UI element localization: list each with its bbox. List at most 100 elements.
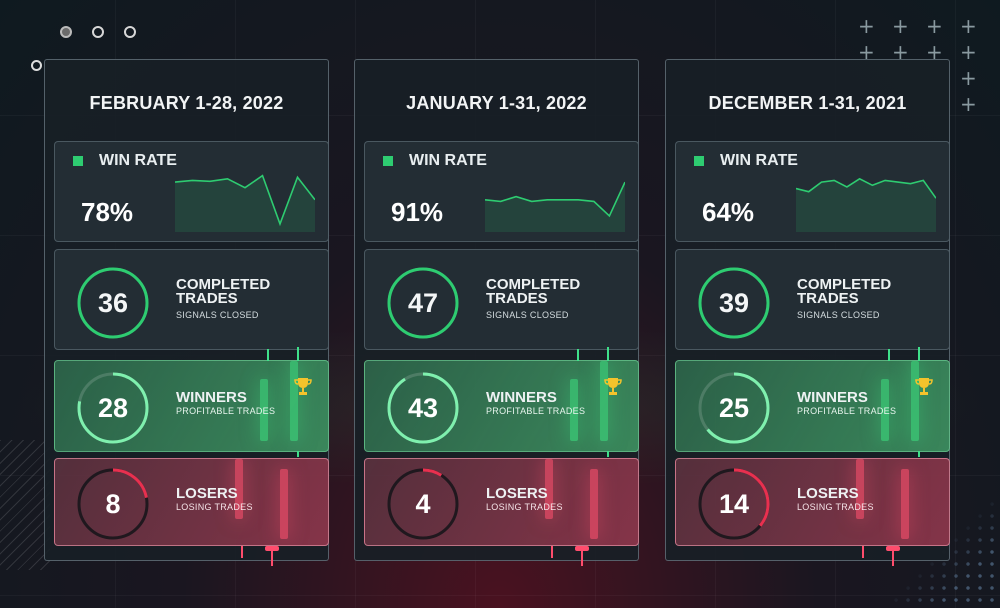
completed-count: 39 — [718, 287, 750, 318]
green-square-icon — [73, 156, 83, 166]
plus-icon: + — [892, 40, 909, 64]
candle-glow — [545, 459, 553, 519]
candle-glow — [280, 469, 288, 539]
completed-subtitle: SIGNALS CLOSED — [176, 310, 259, 320]
plus-icon: + — [926, 40, 943, 64]
winners-title: WINNERS — [486, 389, 557, 406]
plus-icon: + — [960, 40, 977, 64]
sparkline-area — [485, 182, 625, 232]
win-rate-label: WIN RATE — [99, 152, 177, 169]
winners-subtitle: PROFITABLE TRADES — [486, 406, 586, 416]
candle-glow — [856, 459, 864, 519]
completed-title: COMPLETED TRADES — [176, 276, 271, 307]
candle-glow — [235, 459, 243, 519]
period-panel: DECEMBER 1-31, 2021 WIN RATE 64% 39 COMP… — [665, 59, 950, 566]
losers-card: 14 LOSERS LOSING TRADES — [675, 458, 950, 546]
dot-icon — [124, 26, 136, 38]
win-rate-card: WIN RATE 91% — [364, 141, 639, 242]
win-rate-sparkline — [485, 181, 625, 232]
candle-wick — [607, 451, 609, 457]
dot-icon — [92, 26, 104, 38]
panel-title: DECEMBER 1-31, 2021 — [708, 93, 907, 113]
winners-title: WINNERS — [797, 389, 868, 406]
progress-ring — [77, 267, 149, 339]
green-square-icon — [694, 156, 704, 166]
win-rate-header: WIN RATE — [73, 152, 177, 170]
panel-title: JANUARY 1-31, 2022 — [406, 93, 587, 113]
candle-wick — [892, 546, 894, 566]
sparkline-line — [175, 174, 315, 227]
candle-wick — [888, 349, 890, 361]
win-rate-label: WIN RATE — [409, 152, 487, 169]
winners-card: 43 WINNERS PROFITABLE TRADES — [364, 360, 639, 452]
completed-title: COMPLETED TRADES — [486, 277, 580, 307]
candle-wick — [265, 546, 279, 551]
winners-card: 25 WINNERS PROFITABLE TRADES — [675, 360, 950, 452]
sparkline-line — [485, 181, 625, 218]
candle-glow — [600, 361, 608, 441]
candle-wick — [575, 546, 589, 551]
win-rate-card: WIN RATE 78% — [54, 141, 329, 242]
winners-subtitle: PROFITABLE TRADES — [176, 406, 276, 416]
period-panel: JANUARY 1-31, 2022 WIN RATE 91% 47 COMPL… — [354, 59, 639, 566]
completed-trades-card: 36 COMPLETED TRADES SIGNALS CLOSED — [54, 249, 329, 350]
hatch-decoration — [0, 440, 50, 570]
progress-ring — [387, 372, 459, 444]
win-rate-label: WIN RATE — [720, 152, 798, 169]
plus-icon: + — [960, 14, 977, 38]
losers-subtitle: LOSING TRADES — [797, 502, 874, 512]
candle-glow — [290, 361, 298, 441]
candle-glow — [570, 379, 578, 441]
progress-ring — [698, 267, 770, 339]
losers-title: LOSERS — [176, 485, 238, 502]
completed-title-line2: TRADES — [176, 290, 238, 307]
ring-dot-icon — [31, 60, 42, 71]
candle-wick — [862, 546, 864, 558]
plus-icon: + — [858, 40, 875, 64]
candle-glow — [901, 469, 909, 539]
completed-trades-card: 47 COMPLETED TRADES SIGNALS CLOSED — [364, 249, 639, 350]
win-rate-header: WIN RATE — [694, 152, 798, 170]
candle-wick — [577, 349, 579, 361]
candle-glow — [911, 361, 919, 441]
winners-count: 43 — [407, 392, 439, 423]
winners-card: 28 WINNERS PROFITABLE TRADES — [54, 360, 329, 452]
trophy-icon — [915, 378, 933, 395]
win-rate-value: 91% — [391, 197, 444, 227]
winners-title: WINNERS — [176, 389, 247, 406]
sparkline-line — [796, 177, 936, 199]
winners-count: 28 — [97, 392, 129, 423]
completed-trades-card: 39 COMPLETED TRADES SIGNALS CLOSED — [675, 249, 950, 350]
win-rate-card: WIN RATE 64% — [675, 141, 950, 242]
completed-title-line2: TRADES — [797, 290, 859, 307]
losers-count: 14 — [718, 488, 750, 519]
candle-wick — [918, 347, 920, 361]
progress-ring — [698, 468, 770, 540]
sparkline-area — [796, 178, 936, 232]
completed-title: COMPLETED TRADES — [797, 277, 891, 307]
win-rate-sparkline — [796, 177, 936, 232]
period-panel: FEBRUARY 1-28, 2022 WIN RATE 78% 36 COMP… — [44, 59, 329, 566]
losers-title: LOSERS — [797, 485, 859, 502]
win-rate-value: 64% — [702, 197, 755, 227]
candle-glow — [590, 469, 598, 539]
progress-ring — [77, 468, 149, 540]
sparkline-area — [175, 175, 315, 232]
dot-icon — [60, 26, 72, 38]
completed-title-line1: COMPLETED — [176, 276, 271, 293]
plus-icon: + — [960, 66, 977, 90]
losers-card: 4 LOSERS LOSING TRADES — [364, 458, 639, 546]
candle-wick — [297, 451, 299, 457]
candle-wick — [241, 546, 243, 558]
losers-card: 8 LOSERS LOSING TRADES — [54, 458, 329, 546]
candle-wick — [581, 546, 583, 566]
panel-title: FEBRUARY 1-28, 2022 — [89, 93, 284, 113]
candle-wick — [297, 347, 299, 361]
losers-subtitle: LOSING TRADES — [176, 502, 253, 512]
trophy-icon — [604, 378, 622, 395]
candle-wick — [271, 546, 273, 566]
losers-count: 4 — [415, 488, 431, 519]
progress-ring — [698, 372, 770, 444]
completed-title-line2: TRADES — [486, 290, 548, 307]
win-rate-header: WIN RATE — [383, 152, 487, 170]
